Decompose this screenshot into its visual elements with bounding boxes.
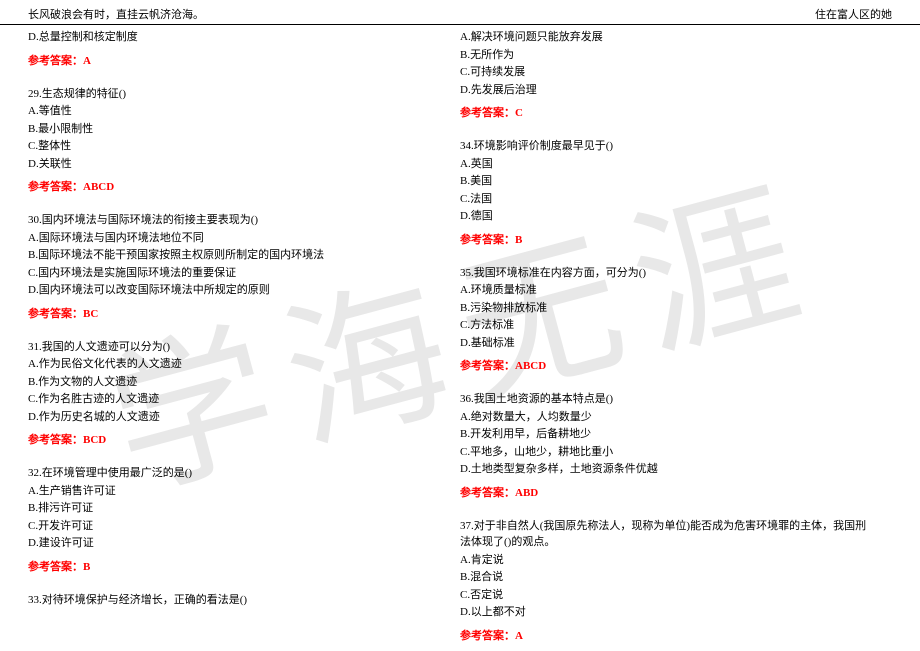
q29-d: D.关联性 — [28, 156, 400, 173]
q34-d: D.德国 — [460, 208, 872, 225]
page-content: D.总量控制和核定制度 参考答案：A 29.生态规律的特征() A.等值性 B.… — [0, 25, 920, 651]
q31-stem: 31.我国的人文遗迹可以分为() — [28, 339, 400, 356]
q32-a: A.生产销售许可证 — [28, 483, 400, 500]
q33-options: A.解决环境问题只能放弃发展 B.无所作为 C.可持续发展 D.先发展后治理 参… — [460, 29, 872, 120]
q34-b: B.美国 — [460, 173, 872, 190]
q29-a: A.等值性 — [28, 103, 400, 120]
q33-c: C.可持续发展 — [460, 64, 872, 81]
q31: 31.我国的人文遗迹可以分为() A.作为民俗文化代表的人文遗迹 B.作为文物的… — [28, 339, 400, 448]
q30-a: A.国际环境法与国内环境法地位不同 — [28, 230, 400, 247]
q34-stem: 34.环境影响评价制度最早见于() — [460, 138, 872, 155]
header-right-text: 住在富人区的她 — [815, 6, 892, 22]
q35-a: A.环境质量标准 — [460, 282, 872, 299]
q33-d: D.先发展后治理 — [460, 82, 872, 99]
q33-answer: 参考答案：C — [460, 104, 872, 120]
q29-answer: 参考答案：ABCD — [28, 178, 400, 194]
q35-b: B.污染物排放标准 — [460, 300, 872, 317]
q31-a: A.作为民俗文化代表的人文遗迹 — [28, 356, 400, 373]
q35-stem: 35.我国环境标准在内容方面，可分为() — [460, 265, 872, 282]
q37-answer: 参考答案：A — [460, 627, 872, 643]
header-left-text: 长风破浪会有时，直挂云帆济沧海。 — [28, 6, 204, 22]
q35-answer: 参考答案：ABCD — [460, 357, 872, 373]
q35: 35.我国环境标准在内容方面，可分为() A.环境质量标准 B.污染物排放标准 … — [460, 265, 872, 374]
q34: 34.环境影响评价制度最早见于() A.英国 B.美国 C.法国 D.德国 参考… — [460, 138, 872, 247]
q29-b: B.最小限制性 — [28, 121, 400, 138]
q30-c: C.国内环境法是实施国际环境法的重要保证 — [28, 265, 400, 282]
q34-answer: 参考答案：B — [460, 231, 872, 247]
q32-c: C.开发许可证 — [28, 518, 400, 535]
q37: 37.对于非自然人(我国原先称法人，现称为单位)能否成为危害环境罪的主体，我国刑… — [460, 518, 872, 643]
q32-stem: 32.在环境管理中使用最广泛的是() — [28, 465, 400, 482]
q33-a: A.解决环境问题只能放弃发展 — [460, 29, 872, 46]
q34-a: A.英国 — [460, 156, 872, 173]
q29: 29.生态规律的特征() A.等值性 B.最小限制性 C.整体性 D.关联性 参… — [28, 86, 400, 195]
q32-answer: 参考答案：B — [28, 558, 400, 574]
q35-c: C.方法标准 — [460, 317, 872, 334]
q36: 36.我国土地资源的基本特点是() A.绝对数量大，人均数量少 B.开发利用早，… — [460, 391, 872, 500]
q36-d: D.土地类型复杂多样，土地资源条件优越 — [460, 461, 872, 478]
q28-answer: 参考答案：A — [28, 52, 400, 68]
q37-c: C.否定说 — [460, 587, 872, 604]
q31-b: B.作为文物的人文遗迹 — [28, 374, 400, 391]
q31-d: D.作为历史名城的人文遗迹 — [28, 409, 400, 426]
q29-stem: 29.生态规律的特征() — [28, 86, 400, 103]
q30-answer: 参考答案：BC — [28, 305, 400, 321]
q30-stem: 30.国内环境法与国际环境法的衔接主要表现为() — [28, 212, 400, 229]
q35-d: D.基础标准 — [460, 335, 872, 352]
q29-c: C.整体性 — [28, 138, 400, 155]
left-column: D.总量控制和核定制度 参考答案：A 29.生态规律的特征() A.等值性 B.… — [28, 29, 460, 647]
q37-b: B.混合说 — [460, 569, 872, 586]
q32-b: B.排污许可证 — [28, 500, 400, 517]
q34-c: C.法国 — [460, 191, 872, 208]
q36-stem: 36.我国土地资源的基本特点是() — [460, 391, 872, 408]
q30: 30.国内环境法与国际环境法的衔接主要表现为() A.国际环境法与国内环境法地位… — [28, 212, 400, 321]
q31-c: C.作为名胜古迹的人文遗迹 — [28, 391, 400, 408]
page-header: 长风破浪会有时，直挂云帆济沧海。 住在富人区的她 — [0, 0, 920, 25]
q37-d: D.以上都不对 — [460, 604, 872, 621]
q32-d: D.建设许可证 — [28, 535, 400, 552]
q28-option-d: D.总量控制和核定制度 — [28, 29, 400, 46]
q33-b: B.无所作为 — [460, 47, 872, 64]
q36-c: C.平地多，山地少，耕地比重小 — [460, 444, 872, 461]
right-column: A.解决环境问题只能放弃发展 B.无所作为 C.可持续发展 D.先发展后治理 参… — [460, 29, 892, 647]
q31-answer: 参考答案：BCD — [28, 431, 400, 447]
q36-a: A.绝对数量大，人均数量少 — [460, 409, 872, 426]
q36-b: B.开发利用早，后备耕地少 — [460, 426, 872, 443]
q37-stem: 37.对于非自然人(我国原先称法人，现称为单位)能否成为危害环境罪的主体，我国刑… — [460, 518, 872, 551]
q32: 32.在环境管理中使用最广泛的是() A.生产销售许可证 B.排污许可证 C.开… — [28, 465, 400, 574]
q37-a: A.肯定说 — [460, 552, 872, 569]
q36-answer: 参考答案：ABD — [460, 484, 872, 500]
q30-d: D.国内环境法可以改变国际环境法中所规定的原则 — [28, 282, 400, 299]
q33-stem: 33.对待环境保护与经济增长，正确的看法是() — [28, 592, 400, 609]
q30-b: B.国际环境法不能干预国家按照主权原则所制定的国内环境法 — [28, 247, 400, 264]
